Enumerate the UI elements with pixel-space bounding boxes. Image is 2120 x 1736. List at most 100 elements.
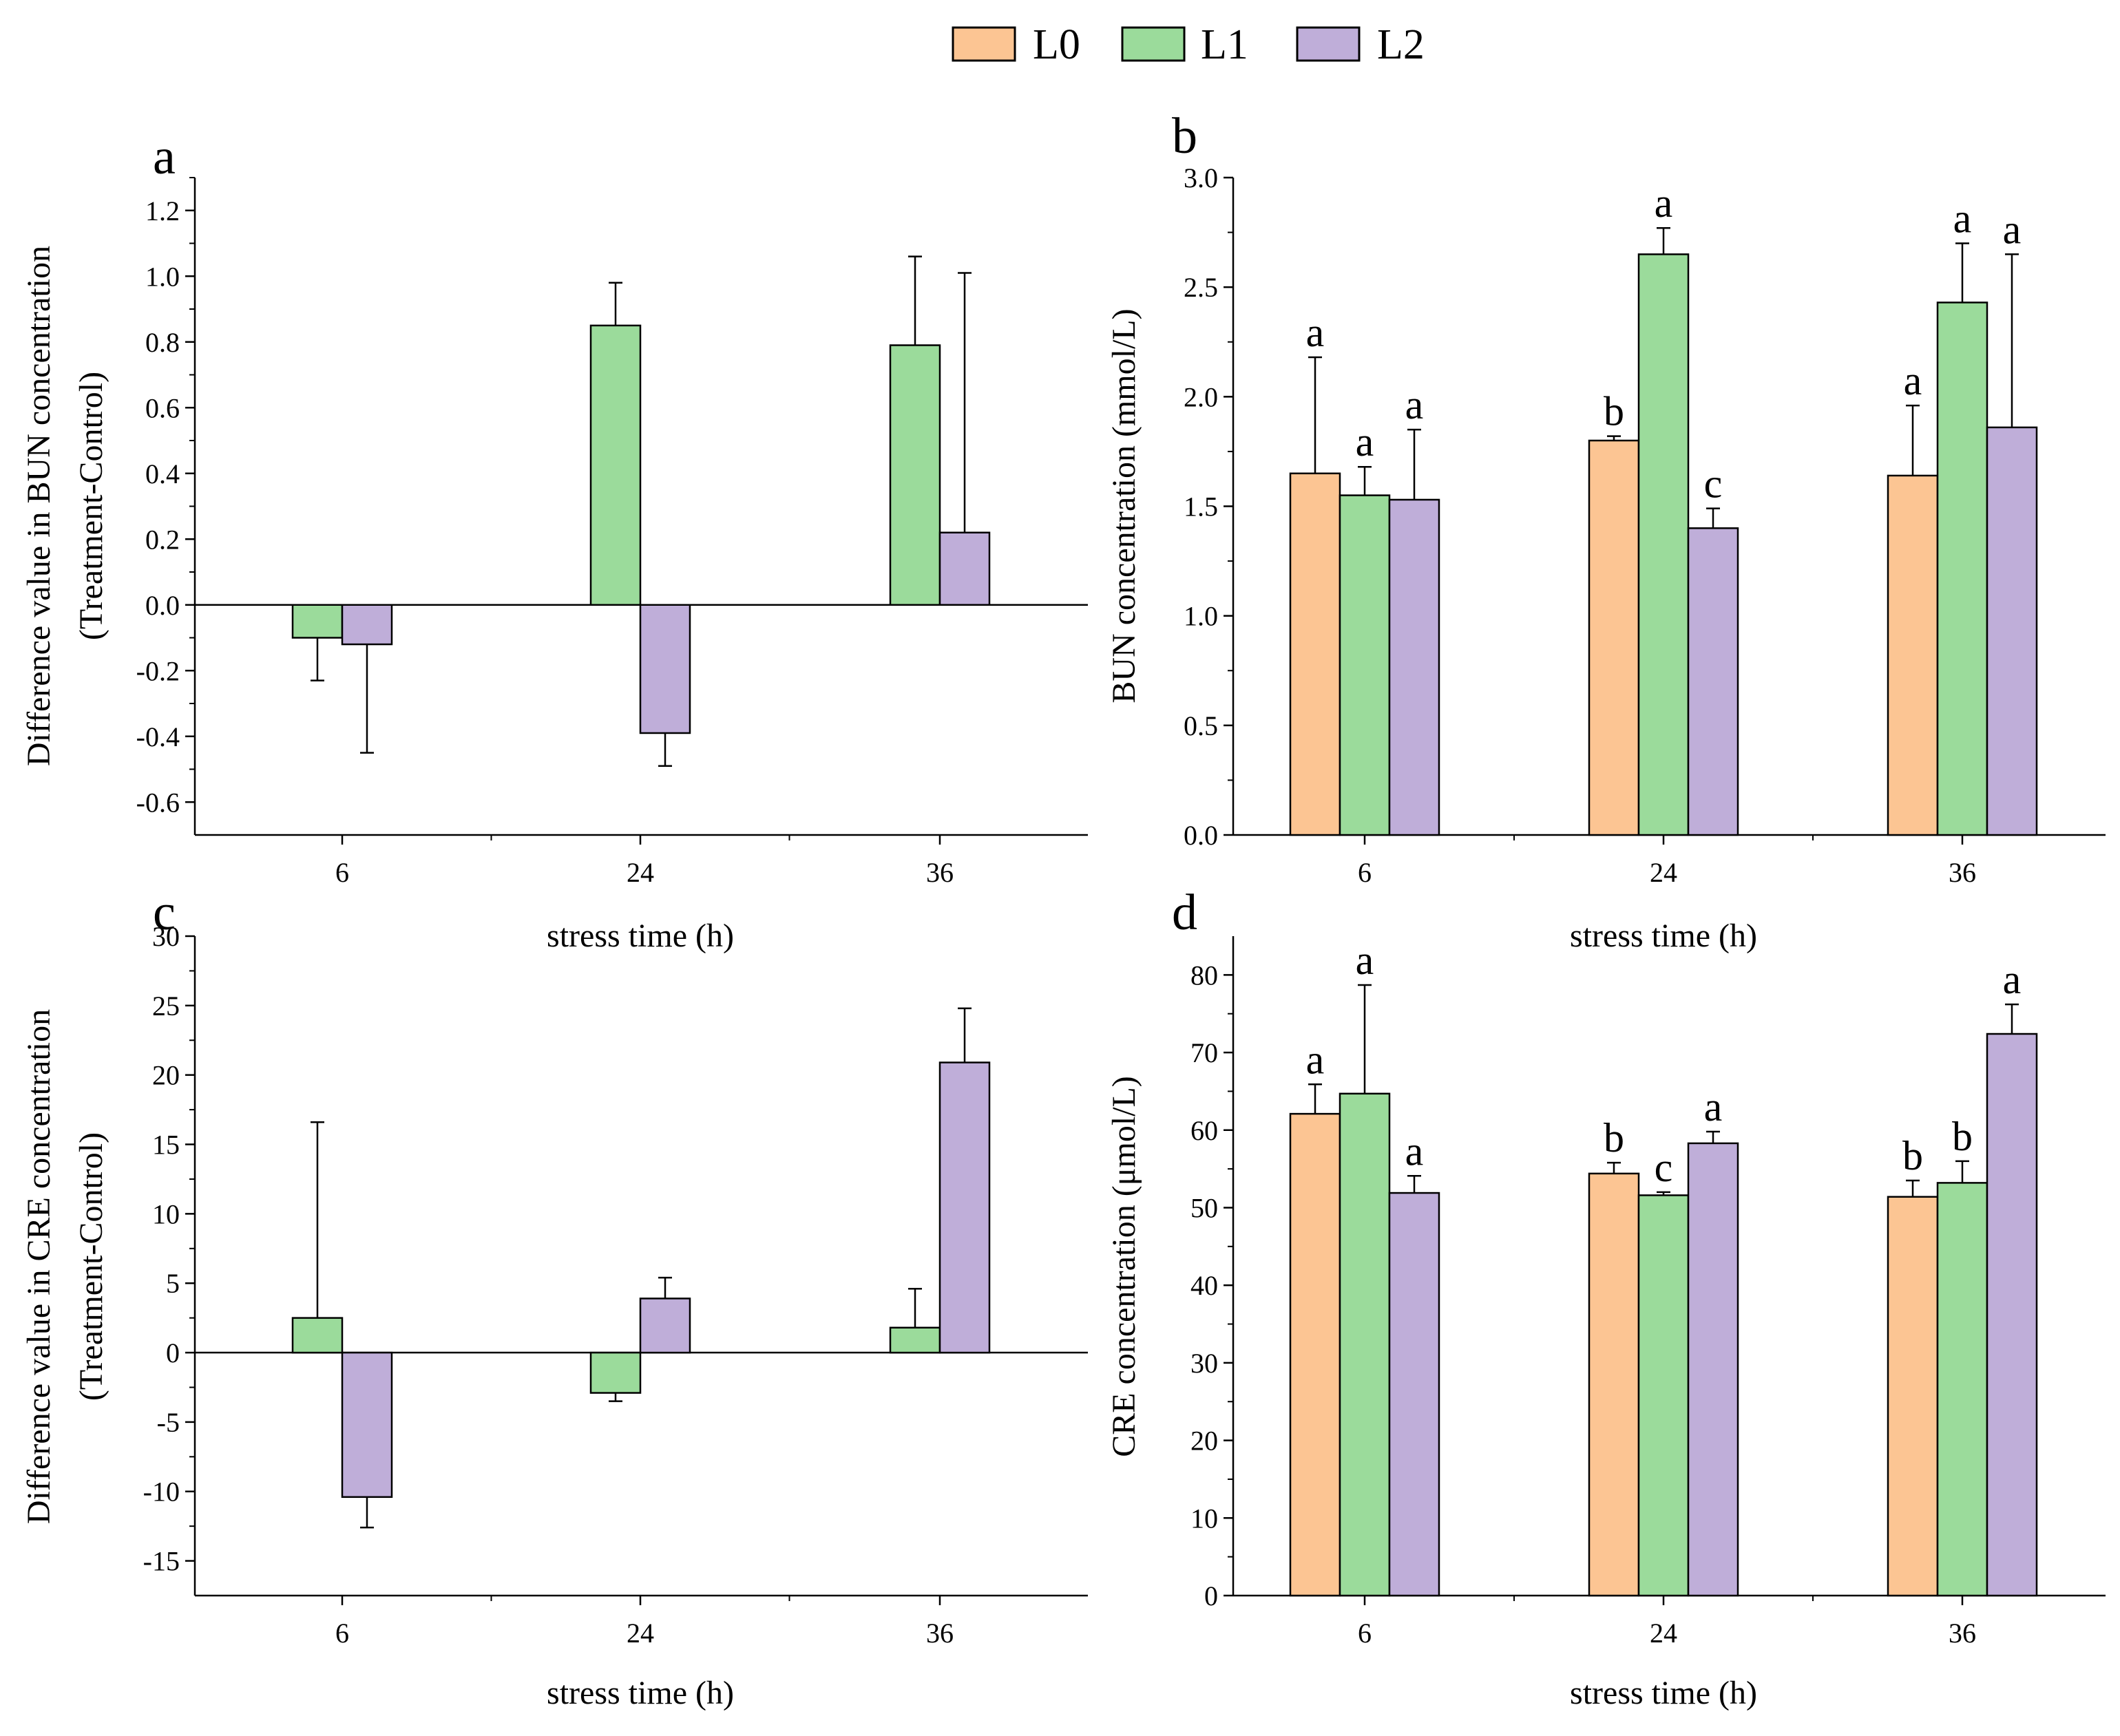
y-tick-label: 15 [152, 1130, 180, 1161]
legend-swatch-l0 [952, 26, 1016, 62]
significance-letter: c [1655, 1145, 1673, 1190]
y-tick-label: 80 [1190, 960, 1218, 991]
bar-l0-36h [1887, 1196, 1939, 1597]
y-tick-label: 50 [1190, 1192, 1218, 1223]
bar-l2-36h [1986, 1033, 2038, 1597]
x-axis-label: stress time (h) [547, 918, 734, 954]
significance-letter: a [1356, 938, 1374, 983]
y-tick-label: 20 [1190, 1426, 1218, 1457]
y-tick-label: 70 [1190, 1037, 1218, 1068]
panel-letter: a [153, 129, 176, 185]
significance-letter: a [1306, 310, 1325, 355]
bar-l1-24h [589, 324, 642, 606]
bar-l1-24h [589, 1351, 642, 1394]
legend-item-l2: L2 [1296, 21, 1425, 68]
x-axis-label: stress time (h) [547, 1675, 734, 1711]
bar-l1-6h [1339, 494, 1391, 836]
significance-letter: a [2003, 957, 2022, 1002]
bar-l1-6h [291, 1317, 344, 1354]
x-axis-label: stress time (h) [1570, 1675, 1757, 1711]
bar-l2-36h [1986, 426, 2038, 836]
y-tick-label: 30 [152, 921, 180, 952]
y-tick-label: 3.0 [1184, 162, 1218, 193]
y-tick-label: 0.8 [145, 327, 180, 358]
bar-l0-6h [1289, 1112, 1341, 1597]
bar-l2-6h [1388, 498, 1440, 836]
significance-letter: a [1356, 419, 1374, 465]
significance-letter: a [1405, 1128, 1424, 1174]
y-tick-label: 60 [1190, 1115, 1218, 1146]
y-axis-label: (Treatment-Control) [73, 372, 109, 640]
bar-l2-6h [341, 1351, 393, 1499]
significance-letter: a [1306, 1037, 1325, 1082]
bar-l2-24h [1687, 1142, 1739, 1597]
legend-swatch-l2 [1296, 26, 1361, 62]
y-tick-label: 0.0 [145, 590, 180, 621]
x-tick-label: 6 [1358, 1618, 1372, 1649]
legend-label-l2: L2 [1377, 21, 1425, 68]
x-tick-label: 36 [926, 1618, 954, 1649]
x-tick-label: 6 [335, 857, 349, 888]
y-tick-label: 5 [166, 1268, 180, 1299]
bar-l2-6h [341, 604, 393, 646]
panel-letter: b [1172, 108, 1197, 165]
legend: L0 L1 L2 [952, 21, 1425, 68]
y-tick-label: 0.0 [1184, 820, 1218, 851]
legend-label-l0: L0 [1033, 21, 1080, 68]
x-tick-label: 36 [1949, 857, 1976, 888]
bar-l1-24h [1637, 1194, 1690, 1597]
legend-swatch-l1 [1121, 26, 1186, 62]
bar-l2-36h [938, 1061, 991, 1354]
bar-l0-24h [1588, 1172, 1640, 1597]
bar-l1-36h [889, 344, 941, 606]
y-tick-label: -0.2 [136, 655, 180, 686]
x-tick-label: 24 [627, 1618, 654, 1649]
x-tick-label: 6 [1358, 857, 1372, 888]
x-tick-label: 24 [1650, 1618, 1677, 1649]
bar-l2-24h [639, 1298, 691, 1354]
y-tick-label: -5 [157, 1407, 180, 1438]
bar-l1-36h [1936, 301, 1988, 836]
significance-letter: a [2003, 207, 2022, 252]
bar-l0-6h [1289, 472, 1341, 836]
bar-l1-36h [889, 1326, 941, 1354]
significance-letter: b [1604, 389, 1624, 434]
bar-l1-6h [1339, 1092, 1391, 1597]
panel-c-cre-difference-chart: -15 -10 -5 0 5 10 15 20 25 30 6 24 36 c stress time (h… [21, 885, 1088, 1711]
y-tick-label: 1.5 [1184, 491, 1218, 522]
significance-letter: a [1904, 358, 1922, 403]
significance-letter: a [1655, 180, 1673, 226]
x-tick-label: 24 [627, 857, 654, 888]
y-tick-label: 10 [152, 1198, 180, 1229]
y-tick-label: 30 [1190, 1348, 1218, 1379]
y-tick-label: -15 [143, 1546, 180, 1577]
legend-label-l1: L1 [1201, 21, 1248, 68]
y-axis-label: Difference value in CRE concentration [21, 1009, 57, 1524]
y-tick-label: 0.5 [1184, 710, 1218, 741]
significance-letter: a [1405, 382, 1424, 427]
significance-letter: b [1604, 1115, 1624, 1161]
x-tick-label: 36 [926, 857, 954, 888]
y-tick-label: 0.4 [145, 458, 180, 489]
y-tick-label: 0.2 [145, 524, 180, 555]
significance-letter: a [1704, 1084, 1723, 1130]
legend-item-l0: L0 [952, 21, 1080, 68]
y-tick-label: 1.0 [1184, 601, 1218, 632]
panel-a-bun-difference-chart: -0.6 -0.4 -0.2 0.0 0.2 0.4 0.6 0.8 1.0 1.2 6 24 36 a s… [21, 129, 1088, 954]
bar-l1-36h [1936, 1182, 1988, 1597]
y-tick-label: 0 [166, 1337, 180, 1368]
bar-l1-6h [291, 604, 344, 639]
panel-letter: d [1172, 885, 1197, 941]
y-tick-label: 1.2 [145, 195, 180, 226]
y-tick-label: 10 [1190, 1503, 1218, 1534]
bar-l0-24h [1588, 439, 1640, 836]
y-axis-label: CRE concentration (μmol/L) [1106, 1076, 1142, 1457]
significance-letter: c [1704, 461, 1723, 507]
significance-letter: b [1952, 1114, 1973, 1159]
y-tick-label: 40 [1190, 1270, 1218, 1301]
y-axis-label: BUN concentration (mmol/L) [1106, 308, 1142, 703]
legend-item-l1: L1 [1121, 21, 1248, 68]
y-tick-label: 0.6 [145, 392, 180, 423]
